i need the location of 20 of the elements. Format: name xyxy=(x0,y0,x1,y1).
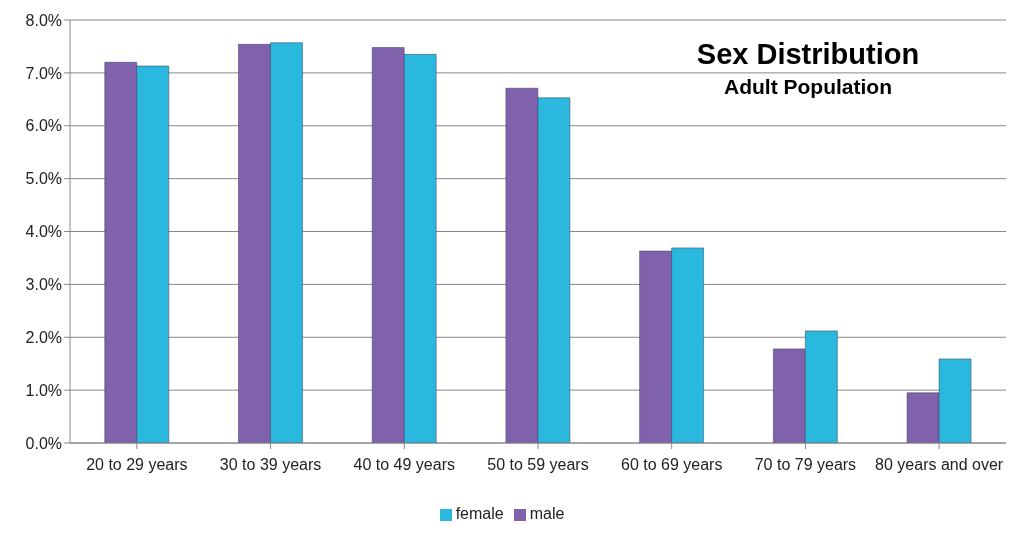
y-tick-label: 3.0% xyxy=(25,276,62,294)
x-tick-label: 80 years and over xyxy=(875,456,1004,474)
y-tick-label: 4.0% xyxy=(25,223,62,241)
text: Adult Population xyxy=(723,75,893,99)
x-tick-label: 60 to 69 years xyxy=(621,456,723,474)
x-tick-label: 70 to 79 years xyxy=(754,456,857,474)
x-tick-label: 20 to 29 years xyxy=(86,456,188,474)
y-tick-label: 2.0% xyxy=(25,328,62,346)
x-tick-label: 50 to 59 years xyxy=(487,456,589,474)
legend-label: male xyxy=(529,505,565,522)
legend-label: female xyxy=(455,505,504,522)
y-tick-label: 8.0% xyxy=(25,11,62,29)
x-tick-label: 30 to 39 years xyxy=(219,456,322,474)
y-tick-label: 7.0% xyxy=(25,64,62,82)
y-tick-label: 0.0% xyxy=(25,434,62,452)
y-tick-label: 1.0% xyxy=(25,381,62,399)
y-tick-label: 5.0% xyxy=(25,170,62,188)
text: Sex Distribution xyxy=(695,38,921,71)
y-tick-label: 6.0% xyxy=(25,117,62,135)
x-tick-label: 40 to 49 years xyxy=(353,456,455,474)
